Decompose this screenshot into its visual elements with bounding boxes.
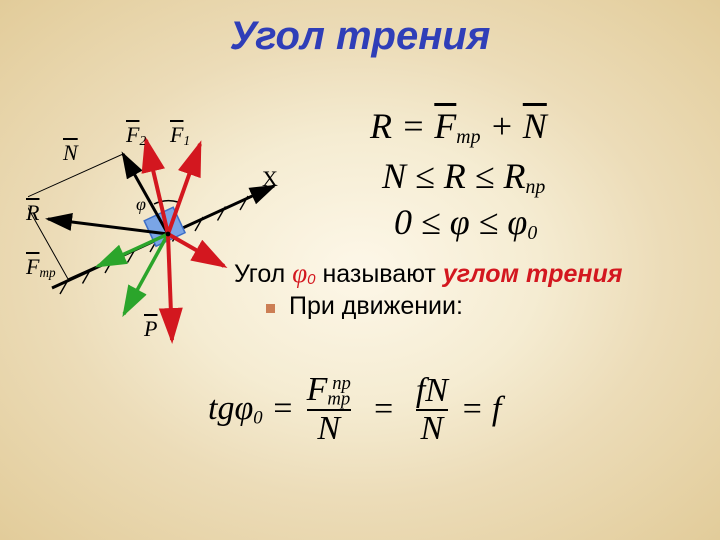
label-Fmp: Fmp	[26, 254, 56, 281]
label-X: X	[262, 166, 278, 192]
label-P: P	[144, 316, 157, 342]
label-N: N	[63, 140, 78, 166]
def-mid: называют	[316, 260, 443, 288]
def-zero: 0	[307, 271, 315, 288]
force-diagram: F1 F2 N R Fmp P X φ	[28, 124, 288, 364]
bullet-icon	[266, 304, 275, 313]
equation-N-inequality: N ≤ R ≤ Rnp	[382, 155, 545, 199]
equation-phi-inequality: 0 ≤ φ ≤ φ0	[394, 201, 537, 245]
label-F1: F1	[170, 122, 190, 149]
motion-text: При движении:	[289, 292, 463, 320]
def-red: углом трения	[443, 260, 623, 288]
label-phi: φ	[136, 194, 146, 215]
def-phi: φ	[292, 258, 307, 288]
label-F2: F2	[126, 122, 146, 149]
motion-line: При движении:	[266, 292, 463, 321]
def-pre: Угол	[234, 260, 292, 288]
page-title: Угол трения	[0, 14, 720, 59]
definition-line: Угол φ0 называют углом трения	[234, 258, 623, 289]
equation-tangent: tgφ0 = FmpnpN = fNN = f	[208, 372, 501, 447]
equation-R: R = Fmp + N	[370, 105, 547, 149]
label-R: R	[26, 200, 39, 226]
